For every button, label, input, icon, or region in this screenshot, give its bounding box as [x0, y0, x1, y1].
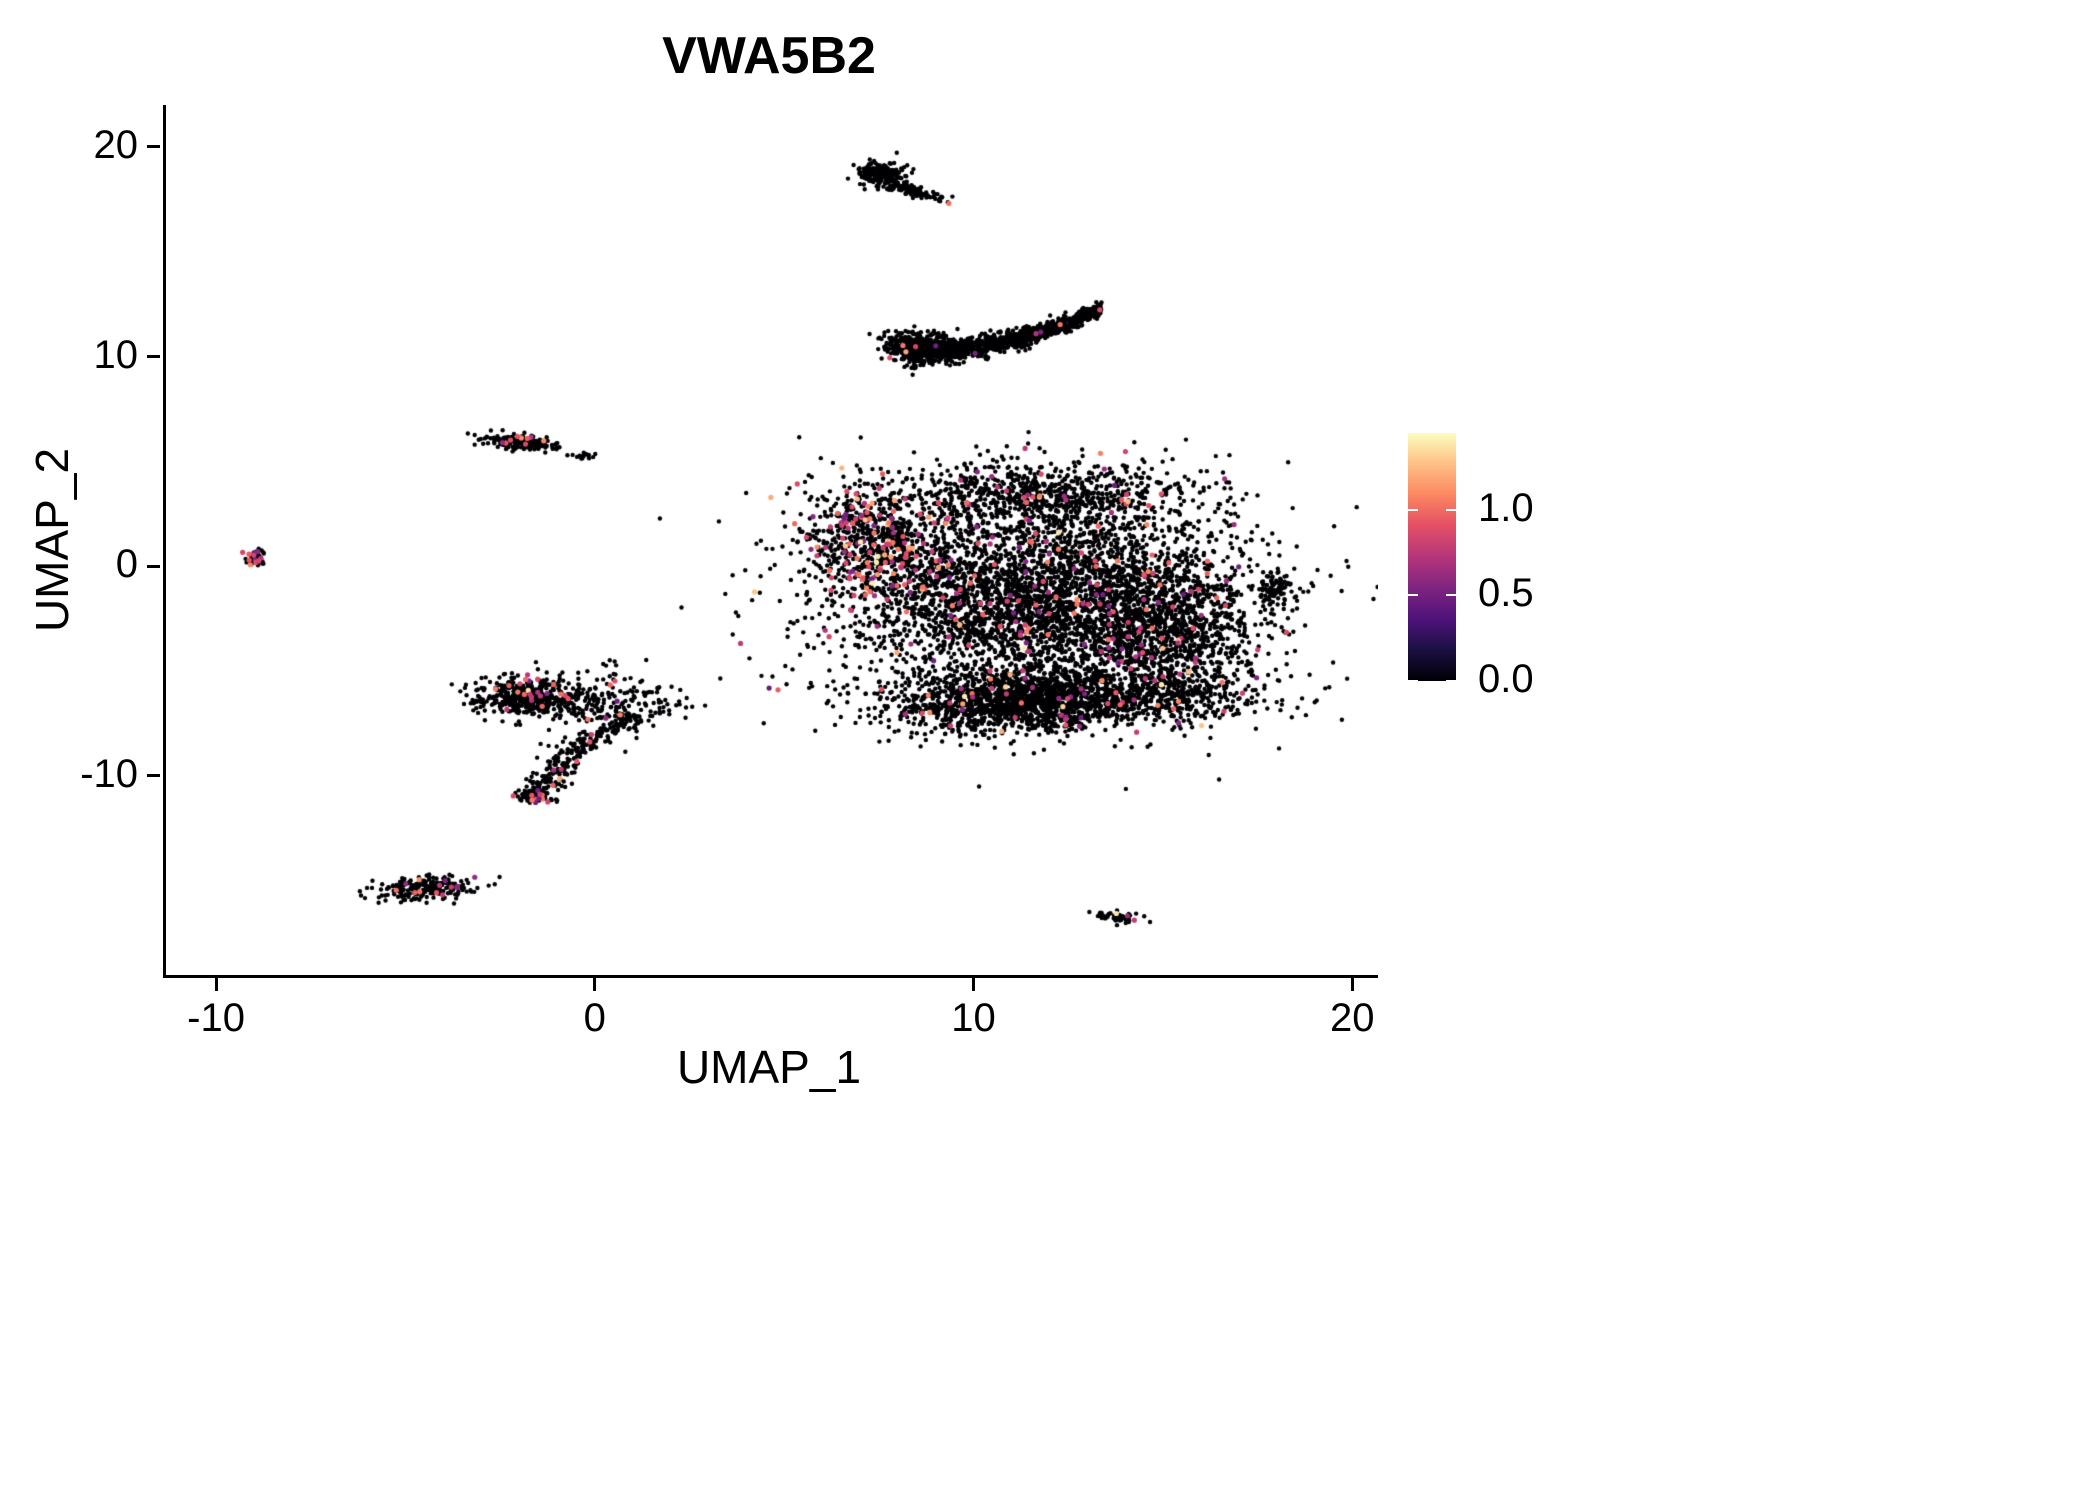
x-tick-mark — [972, 978, 976, 991]
colorbar-tick-labels: 1.0 0.5 0.0 — [1478, 433, 1608, 701]
colorbar-tick-mark — [1446, 508, 1456, 511]
colorbar-tick-mark — [1446, 594, 1456, 597]
colorbar-tick-label: 0.0 — [1478, 657, 1534, 701]
colorbar-gradient — [1408, 433, 1456, 682]
x-tick-mark — [593, 978, 597, 991]
umap-scatter-canvas — [166, 105, 1378, 975]
x-tick-label: -10 — [187, 996, 245, 1040]
y-axis-ticks: -10 0 10 20 — [30, 105, 160, 975]
y-tick-label: -10 — [80, 751, 138, 796]
x-tick-label: 10 — [951, 996, 996, 1040]
plot-title: VWA5B2 — [662, 27, 876, 85]
x-tick-label: 20 — [1330, 996, 1375, 1040]
y-tick-mark — [147, 145, 160, 149]
x-tick-label: 0 — [583, 996, 606, 1040]
plot-area — [163, 105, 1378, 978]
colorbar-tick-mark — [1408, 680, 1418, 682]
x-axis-ticks: -10 0 10 20 — [163, 978, 1375, 1048]
y-tick-mark — [147, 564, 160, 568]
colorbar-tick-mark — [1446, 680, 1456, 682]
x-axis-title: UMAP_1 — [676, 1041, 862, 1093]
colorbar-tick-label: 1.0 — [1478, 485, 1534, 530]
colorbar-tick-mark — [1408, 508, 1418, 511]
colorbar-tick-label: 0.5 — [1478, 571, 1534, 616]
y-tick-label: 20 — [93, 122, 139, 167]
colorbar-tick-mark — [1408, 594, 1418, 597]
y-tick-label: 10 — [93, 332, 139, 377]
y-tick-label: 0 — [115, 542, 138, 587]
x-tick-mark — [214, 978, 218, 991]
y-tick-mark — [147, 355, 160, 359]
y-tick-mark — [147, 774, 160, 778]
x-tick-mark — [1350, 978, 1354, 991]
